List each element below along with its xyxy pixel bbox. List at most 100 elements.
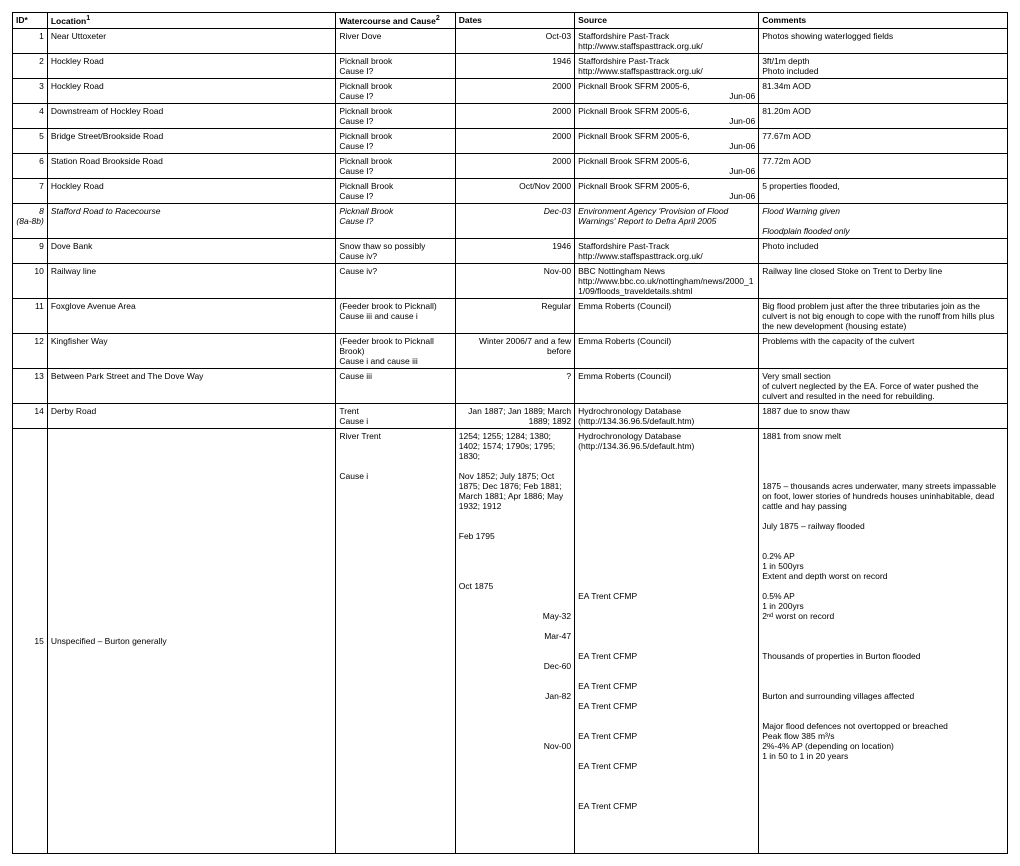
cell-location: Bridge Street/Brookside Road	[47, 128, 336, 153]
cell-dates: 2000	[455, 103, 574, 128]
cell-source: Staffordshire Past-Track http://www.staf…	[575, 238, 759, 263]
col-location: Location1	[47, 13, 336, 29]
cell-comments: Problems with the capacity of the culver…	[759, 333, 1008, 368]
table-row: 6Station Road Brookside RoadPicknall bro…	[13, 153, 1008, 178]
cell-id: 15	[13, 428, 48, 853]
cell-source: Emma Roberts (Council)	[575, 333, 759, 368]
cell-dates: 2000	[455, 78, 574, 103]
cell-dates: 1254; 1255; 1284; 1380; 1402; 1574; 1790…	[455, 428, 574, 853]
cell-source: Staffordshire Past-Track http://www.staf…	[575, 53, 759, 78]
cell-location: Downstream of Hockley Road	[47, 103, 336, 128]
header-row: ID* Location1 Watercourse and Cause2 Dat…	[13, 13, 1008, 29]
table-row: 14Derby RoadTrent Cause iJan 1887; Jan 1…	[13, 403, 1008, 428]
cell-source: Picknall Brook SFRM 2005-6,Jun-06	[575, 153, 759, 178]
table-row: 1Near UttoxeterRiver DoveOct-03Staffords…	[13, 28, 1008, 53]
cell-source: Picknall Brook SFRM 2005-6,Jun-06	[575, 78, 759, 103]
cell-comments: Photo included	[759, 238, 1008, 263]
col-watercourse: Watercourse and Cause2	[336, 13, 455, 29]
cell-id: 11	[13, 298, 48, 333]
cell-watercourse: Picknall Brook Cause I?	[336, 178, 455, 203]
cell-source: Picknall Brook SFRM 2005-6,Jun-06	[575, 178, 759, 203]
cell-comments: 3ft/1m depth Photo included	[759, 53, 1008, 78]
cell-id: 13	[13, 368, 48, 403]
cell-location: Stafford Road to Racecourse	[47, 203, 336, 238]
cell-dates: Oct-03	[455, 28, 574, 53]
cell-id: 4	[13, 103, 48, 128]
cell-watercourse: Picknall brook Cause I?	[336, 78, 455, 103]
cell-dates: Dec-03	[455, 203, 574, 238]
cell-source: Picknall Brook SFRM 2005-6,Jun-06	[575, 103, 759, 128]
col-comments: Comments	[759, 13, 1008, 29]
table-row: 12Kingfisher Way(Feeder brook to Picknal…	[13, 333, 1008, 368]
cell-location: Dove Bank	[47, 238, 336, 263]
cell-watercourse: Picknall brook Cause I?	[336, 153, 455, 178]
cell-source: Hydrochronology Database (http://134.36.…	[575, 428, 759, 853]
cell-dates: Regular	[455, 298, 574, 333]
flood-history-table: ID* Location1 Watercourse and Cause2 Dat…	[12, 12, 1008, 854]
cell-location: Hockley Road	[47, 178, 336, 203]
cell-watercourse: River Dove	[336, 28, 455, 53]
table-row: 10Railway lineCause iv?Nov-00BBC Notting…	[13, 263, 1008, 298]
cell-comments: Railway line closed Stoke on Trent to De…	[759, 263, 1008, 298]
cell-id: 1	[13, 28, 48, 53]
cell-source: Hydrochronology Database (http://134.36.…	[575, 403, 759, 428]
cell-source: BBC Nottingham News http://www.bbc.co.uk…	[575, 263, 759, 298]
cell-source: Emma Roberts (Council)	[575, 368, 759, 403]
cell-id: 3	[13, 78, 48, 103]
cell-dates: Nov-00	[455, 263, 574, 298]
cell-watercourse: Cause iii	[336, 368, 455, 403]
cell-location: Between Park Street and The Dove Way	[47, 368, 336, 403]
cell-comments: 1887 due to snow thaw	[759, 403, 1008, 428]
cell-location: Foxglove Avenue Area	[47, 298, 336, 333]
col-source: Source	[575, 13, 759, 29]
cell-dates: 1946	[455, 238, 574, 263]
table-row: 2Hockley RoadPicknall brook Cause I?1946…	[13, 53, 1008, 78]
col-id: ID*	[13, 13, 48, 29]
cell-id: 9	[13, 238, 48, 263]
cell-comments: 77.67m AOD	[759, 128, 1008, 153]
cell-source: Picknall Brook SFRM 2005-6,Jun-06	[575, 128, 759, 153]
cell-location: Near Uttoxeter	[47, 28, 336, 53]
cell-comments: Big flood problem just after the three t…	[759, 298, 1008, 333]
table-row: 3Hockley RoadPicknall brook Cause I?2000…	[13, 78, 1008, 103]
cell-watercourse: Picknall brook Cause I?	[336, 53, 455, 78]
cell-dates: Jan 1887; Jan 1889; March 1889; 1892	[455, 403, 574, 428]
cell-watercourse: River Trent Cause i	[336, 428, 455, 853]
cell-watercourse: Trent Cause i	[336, 403, 455, 428]
table-row: 13Between Park Street and The Dove WayCa…	[13, 368, 1008, 403]
cell-dates: ?	[455, 368, 574, 403]
table-row: 8 (8a-8b)Stafford Road to RacecoursePick…	[13, 203, 1008, 238]
cell-location: Unspecified – Burton generally	[47, 428, 336, 853]
cell-watercourse: Cause iv?	[336, 263, 455, 298]
cell-location: Hockley Road	[47, 53, 336, 78]
cell-dates: 2000	[455, 153, 574, 178]
cell-watercourse: Picknall brook Cause I?	[336, 128, 455, 153]
cell-comments: Photos showing waterlogged fields	[759, 28, 1008, 53]
cell-location: Derby Road	[47, 403, 336, 428]
cell-id: 14	[13, 403, 48, 428]
cell-comments: 1881 from snow melt 1875 – thousands acr…	[759, 428, 1008, 853]
cell-dates: Winter 2006/7 and a few before	[455, 333, 574, 368]
cell-id: 10	[13, 263, 48, 298]
table-row: 15Unspecified – Burton generallyRiver Tr…	[13, 428, 1008, 853]
table-row: 11Foxglove Avenue Area(Feeder brook to P…	[13, 298, 1008, 333]
cell-dates: 1946	[455, 53, 574, 78]
cell-id: 7	[13, 178, 48, 203]
cell-comments: 81.34m AOD	[759, 78, 1008, 103]
cell-location: Kingfisher Way	[47, 333, 336, 368]
cell-watercourse: Snow thaw so possibly Cause iv?	[336, 238, 455, 263]
cell-watercourse: (Feeder brook to Picknall) Cause iii and…	[336, 298, 455, 333]
cell-source: Emma Roberts (Council)	[575, 298, 759, 333]
cell-location: Station Road Brookside Road	[47, 153, 336, 178]
cell-id: 8 (8a-8b)	[13, 203, 48, 238]
col-dates: Dates	[455, 13, 574, 29]
cell-comments: Very small section of culvert neglected …	[759, 368, 1008, 403]
cell-id: 12	[13, 333, 48, 368]
cell-source: Staffordshire Past-Track http://www.staf…	[575, 28, 759, 53]
cell-id: 2	[13, 53, 48, 78]
cell-source: Environment Agency 'Provision of Flood W…	[575, 203, 759, 238]
cell-location: Hockley Road	[47, 78, 336, 103]
table-row: 7Hockley RoadPicknall Brook Cause I?Oct/…	[13, 178, 1008, 203]
cell-watercourse: Picknall brook Cause I?	[336, 103, 455, 128]
cell-watercourse: Picknall Brook Cause I?	[336, 203, 455, 238]
